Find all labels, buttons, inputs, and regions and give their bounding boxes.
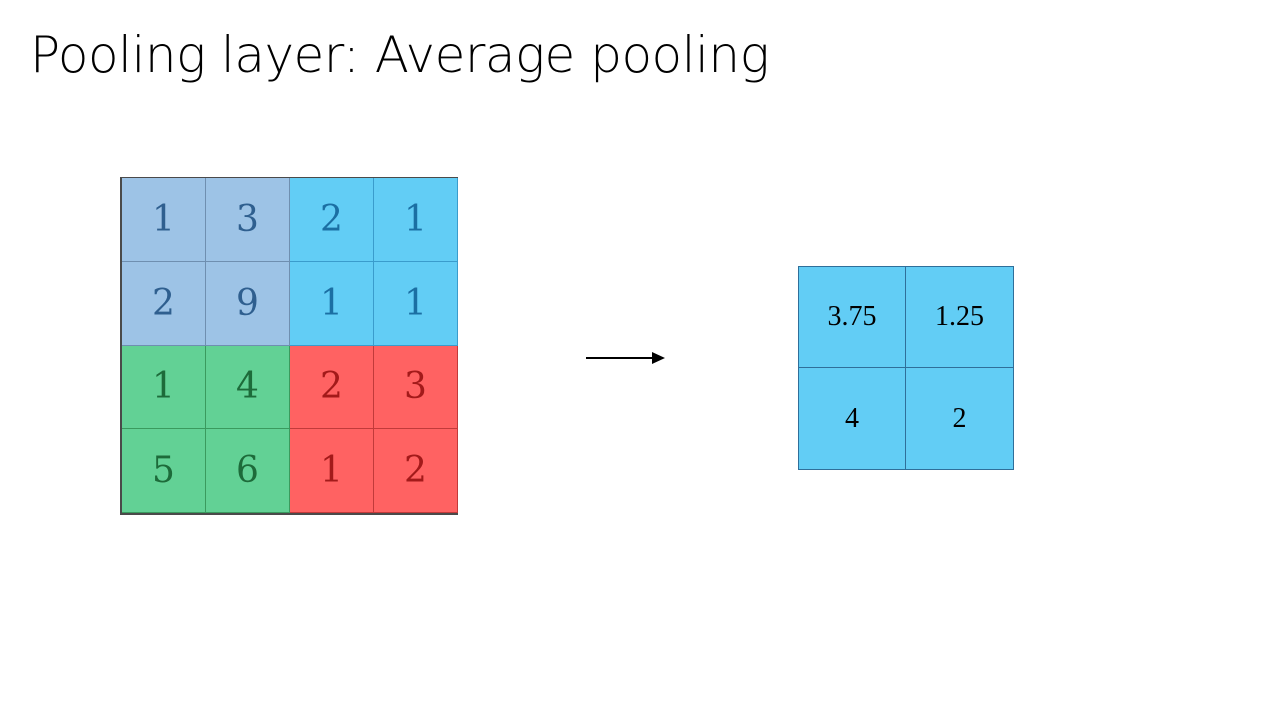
output-cell: 2 bbox=[952, 402, 967, 434]
output-cell: 3.75 bbox=[799, 267, 906, 368]
input-cell: 1 bbox=[290, 429, 374, 513]
input-cell: 4 bbox=[206, 345, 290, 430]
input-matrix: 1 3 2 1 2 9 1 1 1 4 2 3 5 6 1 2 bbox=[120, 177, 458, 515]
input-cell: 1 bbox=[122, 178, 206, 262]
output-cell: 4 bbox=[799, 368, 906, 469]
input-cell: 1 bbox=[374, 261, 458, 346]
input-cell: 2 bbox=[290, 345, 374, 430]
right-arrow-icon bbox=[586, 352, 665, 364]
input-cell: 2 bbox=[374, 429, 458, 513]
input-cell: 6 bbox=[206, 429, 290, 513]
input-cell: 9 bbox=[206, 261, 290, 346]
input-cell: 2 bbox=[122, 261, 206, 346]
input-cell: 3 bbox=[374, 345, 458, 430]
slide-title: Pooling layer: Average pooling bbox=[30, 26, 770, 84]
input-cell: 1 bbox=[290, 261, 374, 346]
input-cell: 1 bbox=[374, 178, 458, 262]
input-cell: 1 bbox=[122, 345, 206, 430]
input-cell: 3 bbox=[206, 178, 290, 262]
output-matrix: 3.75 1.25 4 2 bbox=[798, 266, 1014, 470]
input-cell: 5 bbox=[122, 429, 206, 513]
output-cell: 1.25 bbox=[906, 267, 1013, 368]
input-cell: 2 bbox=[290, 178, 374, 262]
